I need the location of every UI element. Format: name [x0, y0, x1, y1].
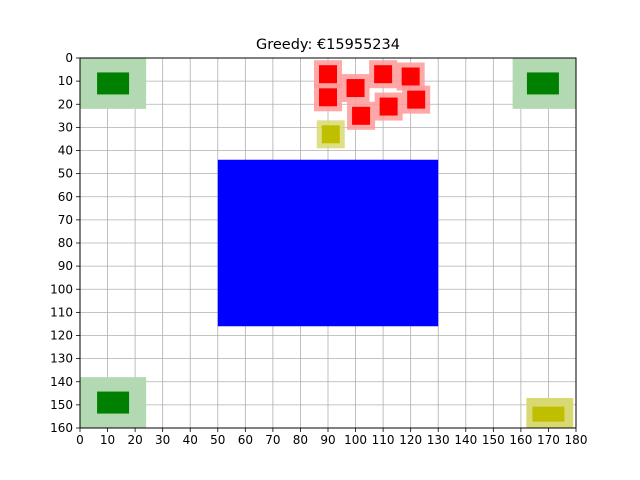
x-tick-label: 20 — [127, 433, 142, 447]
x-tick-label: 160 — [509, 433, 532, 447]
y-tick-label: 50 — [58, 167, 73, 181]
x-tick-label: 180 — [565, 433, 588, 447]
y-tick-label: 90 — [58, 259, 73, 273]
green-point — [97, 391, 130, 414]
y-tick-label: 160 — [50, 421, 73, 435]
red-point — [319, 65, 337, 84]
x-tick-label: 110 — [372, 433, 395, 447]
y-tick-label: 120 — [50, 329, 73, 343]
red-point — [401, 67, 420, 86]
x-tick-label: 170 — [537, 433, 560, 447]
x-tick-label: 40 — [183, 433, 198, 447]
y-axis: 0 10 20 30 40 50 60 70 80 90 100 110 120 130 140 150 160 — [50, 51, 80, 435]
red-point — [346, 79, 365, 98]
zone-layer — [80, 58, 576, 428]
x-tick-label: 10 — [100, 433, 115, 447]
x-tick-label: 30 — [155, 433, 170, 447]
x-tick-label: 60 — [238, 433, 253, 447]
obstacle-block — [217, 159, 439, 327]
x-tick-label: 0 — [76, 433, 84, 447]
y-tick-label: 100 — [50, 282, 73, 296]
y-tick-label: 40 — [58, 144, 73, 158]
red-point — [379, 97, 398, 116]
x-tick-label: 140 — [454, 433, 477, 447]
point-layer — [97, 60, 565, 422]
green-point — [526, 72, 559, 95]
y-tick-label: 140 — [50, 375, 73, 389]
x-tick-label: 150 — [482, 433, 505, 447]
y-tick-label: 0 — [65, 51, 73, 65]
red-point — [407, 90, 426, 109]
red-point — [352, 106, 371, 125]
green-point — [97, 72, 130, 95]
yellow-point — [532, 406, 565, 422]
y-tick-label: 20 — [58, 97, 73, 111]
y-tick-label: 110 — [50, 305, 73, 319]
red-point — [319, 88, 337, 107]
y-tick-label: 70 — [58, 213, 73, 227]
x-tick-label: 120 — [399, 433, 422, 447]
y-tick-label: 30 — [58, 120, 73, 134]
x-tick-label: 50 — [210, 433, 225, 447]
chart-title: Greedy: €15955234 — [256, 37, 400, 53]
y-tick-label: 130 — [50, 352, 73, 366]
x-tick-label: 100 — [344, 433, 367, 447]
x-tick-label: 130 — [427, 433, 450, 447]
x-tick-label: 70 — [265, 433, 280, 447]
x-tick-label: 80 — [293, 433, 308, 447]
y-tick-label: 10 — [58, 74, 73, 88]
y-tick-label: 60 — [58, 190, 73, 204]
yellow-point — [321, 125, 340, 144]
x-axis: 0 10 20 30 40 50 60 70 80 90 100 110 120 130 140 150 160… — [76, 428, 587, 447]
red-point — [374, 65, 393, 84]
y-tick-label: 80 — [58, 236, 73, 250]
x-tick-label: 90 — [320, 433, 335, 447]
y-tick-label: 150 — [50, 398, 73, 412]
